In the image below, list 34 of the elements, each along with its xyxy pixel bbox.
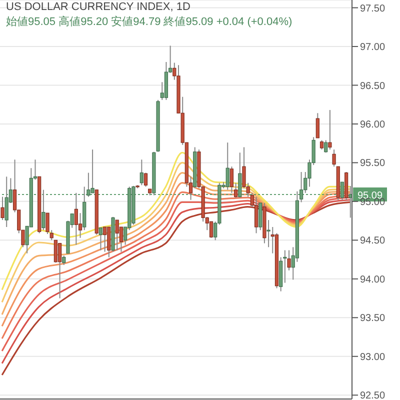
candlestick (103, 226, 107, 252)
y-tick-label: 96.50 (360, 80, 386, 92)
candlestick (78, 212, 82, 238)
candlestick (340, 182, 344, 200)
candlestick (226, 142, 230, 190)
candlestick (316, 112, 320, 138)
candlestick (332, 149, 336, 168)
y-tick-label: 93.50 (360, 313, 386, 324)
candlestick (115, 220, 119, 251)
y-tick-label: 94.00 (360, 274, 386, 286)
candlestick (58, 242, 62, 299)
y-tick-label: 95.50 (360, 158, 386, 170)
y-tick-label: 94.50 (360, 236, 386, 247)
text: 始値95.05 高値95.20 安値94.79 終値95.09 +0.04 (+0.04%) (6, 15, 292, 28)
y-tick-label: 97.00 (360, 42, 386, 54)
candlestick (54, 240, 58, 264)
y-tick-label: 93.00 (360, 352, 386, 363)
candlestick (320, 140, 324, 150)
candlestick (328, 110, 332, 150)
candlestick (98, 227, 103, 251)
candlestick (230, 166, 234, 194)
candlestick (140, 159, 144, 186)
y-tick-label: 96.00 (360, 120, 386, 131)
candlestick (209, 221, 214, 238)
candlestick (144, 172, 148, 188)
candlestick (324, 140, 328, 154)
y-tick-label: 97.50 (360, 3, 386, 14)
candlestick (254, 196, 258, 234)
y-tick-label: 92.50 (360, 390, 386, 400)
chart-title: US DOLLAR CURRENCY INDEX, 1D (6, 1, 190, 13)
candlestick (234, 182, 238, 198)
candlestick (107, 226, 111, 258)
candlestick (0, 196, 4, 221)
candlestick (74, 192, 78, 246)
